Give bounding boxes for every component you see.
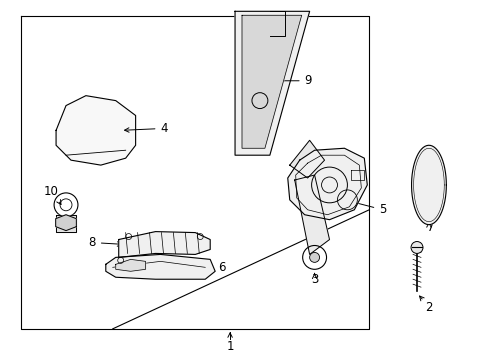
Polygon shape [235,11,309,155]
Text: 3: 3 [310,273,318,286]
Polygon shape [289,140,324,178]
Polygon shape [56,96,135,165]
Polygon shape [105,255,215,279]
Text: 10: 10 [43,185,59,198]
Polygon shape [294,175,329,255]
Polygon shape [116,260,145,271]
Polygon shape [287,148,366,220]
Text: 5: 5 [347,200,386,216]
Text: 1: 1 [226,340,233,353]
Polygon shape [56,215,76,231]
Circle shape [410,242,422,253]
Polygon shape [411,145,446,225]
Text: 8: 8 [88,236,122,249]
Polygon shape [242,15,301,148]
Polygon shape [119,231,210,257]
Text: 6: 6 [179,261,225,274]
Text: 7: 7 [427,221,434,234]
Text: 2: 2 [425,301,432,314]
Polygon shape [56,215,76,231]
Text: 9: 9 [271,74,311,87]
Circle shape [309,252,319,262]
Text: 4: 4 [124,122,168,135]
